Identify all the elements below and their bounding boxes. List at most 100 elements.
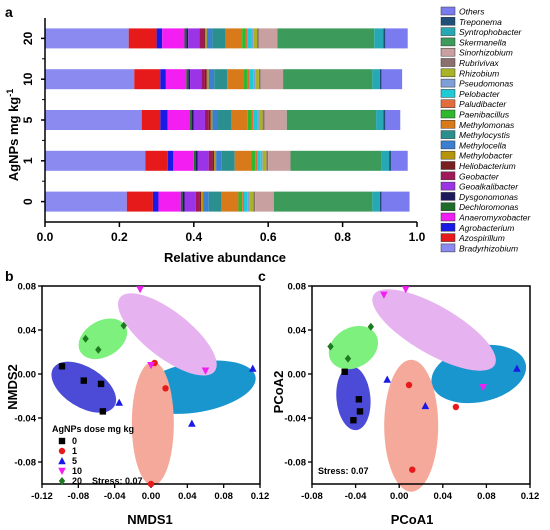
bar-segment-geoalkalibacter-5 xyxy=(193,110,205,130)
bar-segment-paludibacter-20 xyxy=(245,28,248,49)
bar-segment-methylobacter-1 xyxy=(214,150,217,171)
bar-segment-paenibacillus-0 xyxy=(238,191,243,212)
x-tick-label: 0.04 xyxy=(434,491,453,502)
panel-b-xlabel: NMDS1 xyxy=(127,512,173,527)
legend-marker-dose-5 xyxy=(58,457,66,465)
bar-segment-skermanella-5 xyxy=(286,110,377,130)
bar-segment-skermanella-0 xyxy=(273,191,373,212)
bar-segment-paenibacillus-5 xyxy=(247,110,252,130)
bar-segment-dysgonomonas-1 xyxy=(195,150,198,171)
legend-marker-dose-20 xyxy=(58,477,66,485)
legend-swatch-skermanella xyxy=(440,37,456,47)
bar-segment-pelobacter-20 xyxy=(247,28,252,49)
point-dose-0 xyxy=(80,377,87,384)
bar-segment-paenibacillus-1 xyxy=(251,150,256,171)
bar-segment-treponema-1 xyxy=(389,150,391,171)
bar-segment-methylomonas-5 xyxy=(231,110,248,130)
y-tick-label: 10 xyxy=(21,72,35,86)
x-tick-label: -0.04 xyxy=(104,491,126,502)
bar-segment-pseudomonas-1 xyxy=(260,150,263,171)
y-tick-label: 0 xyxy=(21,198,35,205)
x-tick-label: 0.4 xyxy=(185,230,202,244)
bar-segment-skermanella-10 xyxy=(283,69,373,90)
point-dose-5 xyxy=(115,398,124,406)
bar-segment-dechloromonas-10 xyxy=(186,69,189,90)
legend-label-dose-1: 1 xyxy=(72,446,77,456)
confidence-ellipse-1 xyxy=(131,361,174,486)
bar-segment-methylocella-0 xyxy=(203,191,209,212)
point-dose-5 xyxy=(421,401,430,410)
bar-segment-bradyrhizobium-0 xyxy=(45,191,127,212)
point-dose-1 xyxy=(162,385,169,392)
point-dose-10 xyxy=(380,291,388,299)
bar-segment-pseudomonas-20 xyxy=(251,28,254,49)
bar-segment-methylobacter-10 xyxy=(206,69,209,90)
bar-segment-methylobacter-0 xyxy=(201,191,204,212)
bar-segment-others-0 xyxy=(381,191,410,212)
point-dose-10 xyxy=(147,362,155,370)
bar-segment-dysgonomonas-20 xyxy=(186,28,189,49)
y-tick-label: 5 xyxy=(21,116,35,123)
confidence-ellipse-20 xyxy=(328,325,379,370)
legend-swatch-bradyrhizobium xyxy=(440,243,456,253)
bar-segment-azospirillum-5 xyxy=(141,110,161,130)
x-tick-label: 0.00 xyxy=(390,491,409,502)
bar-segment-rubrivivax-1 xyxy=(266,150,269,171)
point-dose-20 xyxy=(367,322,375,331)
bar-segment-sinorhizobium-10 xyxy=(260,69,284,90)
bar-segment-agrobacterium-20 xyxy=(156,28,163,49)
bar-segment-agrobacterium-5 xyxy=(160,110,168,130)
legend-swatch-dysgonomonas xyxy=(440,192,456,201)
bar-segment-rhizobium-20 xyxy=(253,28,258,49)
legend-swatch-pseudomonas xyxy=(440,78,456,88)
bar-segment-agrobacterium-1 xyxy=(167,150,174,171)
legend-swatch-methylocella xyxy=(440,140,456,150)
point-dose-20 xyxy=(82,334,89,343)
bar-segment-methylobacter-20 xyxy=(204,28,207,49)
y-tick-label: 0.08 xyxy=(18,282,37,293)
panel-c-stress: Stress: 0.07 xyxy=(318,466,369,476)
bar-segment-geoalkalibacter-1 xyxy=(197,150,209,171)
point-dose-10 xyxy=(401,286,410,294)
legend-label-pseudomonas: Pseudomonas xyxy=(459,79,514,89)
bar-segment-syntrophobacter-0 xyxy=(372,191,380,212)
panel-b-stress: Stress: 0.07 xyxy=(92,476,143,486)
bar-segment-dysgonomonas-5 xyxy=(191,110,194,130)
bar-segment-heliobacterium-1 xyxy=(212,150,215,171)
x-tick-label: 0.00 xyxy=(142,491,161,502)
bar-segment-heliobacterium-10 xyxy=(204,69,207,90)
bar-segment-paenibacillus-20 xyxy=(242,28,246,49)
point-dose-0 xyxy=(356,408,364,415)
point-dose-0 xyxy=(355,396,363,403)
legend-swatch-geoalkalibacter xyxy=(440,181,456,191)
x-tick-label: 1.0 xyxy=(409,230,426,244)
legend-label-paenibacillus: Paenibacillus xyxy=(459,110,510,120)
legend-swatch-anaeromyxobacter xyxy=(440,212,456,222)
bar-segment-syntrophobacter-20 xyxy=(374,28,384,49)
legend-swatch-syntrophobacter xyxy=(440,27,456,36)
panel-label-b: b xyxy=(5,268,14,284)
plot-frame xyxy=(311,285,531,485)
bar-segment-sinorhizobium-5 xyxy=(264,110,287,130)
legend-label-azospirillum: Azospirillum xyxy=(458,233,505,243)
bar-segment-geobacter-0 xyxy=(195,191,200,212)
bar-segment-anaeromyxobacter-20 xyxy=(162,28,185,49)
point-dose-5 xyxy=(513,364,521,372)
bar-segment-sinorhizobium-1 xyxy=(268,150,291,171)
bar-segment-bradyrhizobium-5 xyxy=(45,110,142,130)
confidence-ellipse-10 xyxy=(117,293,217,376)
panel-c-ylabel: PCoA2 xyxy=(271,371,286,414)
bar-segment-paludibacter-5 xyxy=(251,110,254,130)
bar-segment-pseudomonas-0 xyxy=(247,191,250,212)
bar-segment-azospirillum-1 xyxy=(145,150,168,171)
bar-segment-syntrophobacter-5 xyxy=(376,110,384,130)
bar-segment-methylocystis-0 xyxy=(208,191,222,212)
legend-swatch-agrobacterium xyxy=(440,223,456,232)
confidence-ellipse-1 xyxy=(384,359,439,492)
bar-segment-methylomonas-20 xyxy=(225,28,243,49)
bar-segment-rhizobium-10 xyxy=(255,69,259,90)
bar-segment-bradyrhizobium-1 xyxy=(45,150,146,171)
panel-label-c: c xyxy=(258,268,266,284)
